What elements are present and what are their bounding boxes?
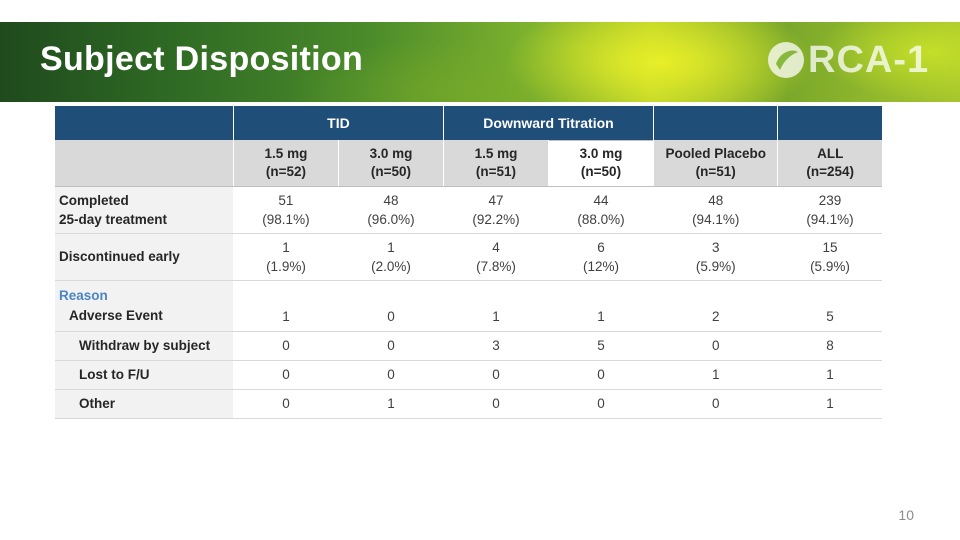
table-cell: 8 xyxy=(777,331,882,361)
table-cell: 3 xyxy=(443,331,549,361)
table-row-other: Other 0 1 0 0 0 1 xyxy=(55,389,882,419)
table-cell: 47 (92.2%) xyxy=(443,186,549,234)
dose-header: 1.5 mg (n=52) xyxy=(233,140,339,187)
table-cell: 6 (12%) xyxy=(548,233,654,281)
table-cell: 1 xyxy=(777,389,882,419)
table-cell: 1 xyxy=(338,389,444,419)
dose-header-empty xyxy=(55,140,234,187)
slide-title: Subject Disposition xyxy=(40,40,364,78)
table-row-adverse-event: Reason Adverse Event 1 0 1 1 2 5 xyxy=(55,280,882,332)
table-cell: 48 (94.1%) xyxy=(653,186,778,234)
table-cell: 0 xyxy=(548,360,654,390)
header-blank-placebo xyxy=(653,106,779,140)
header-blank-all xyxy=(777,106,882,140)
table-cell: 1 (1.9%) xyxy=(233,233,339,281)
dose-header: Pooled Placebo (n=51) xyxy=(653,140,779,187)
table-cell: 48 (96.0%) xyxy=(338,186,444,234)
group-header-row: TID Downward Titration xyxy=(55,106,882,140)
logo-text: RCA-1 xyxy=(808,38,930,81)
table-cell: 0 xyxy=(233,389,339,419)
reason-heading: Reason xyxy=(59,287,108,303)
table-cell: 44 (88.0%) xyxy=(548,186,654,234)
table-cell: 0 xyxy=(548,389,654,419)
header-tid: TID xyxy=(233,106,444,140)
dose-header: 1.5 mg (n=51) xyxy=(443,140,549,187)
table-cell: 1 xyxy=(653,360,778,390)
table-row-lost: Lost to F/U 0 0 0 0 1 1 xyxy=(55,360,882,390)
table-cell: 0 xyxy=(443,360,549,390)
table-cell: 0 xyxy=(338,331,444,361)
orca-logo: RCA-1 xyxy=(766,38,929,82)
table-cell: 3 (5.9%) xyxy=(653,233,778,281)
dose-header: 3.0 mg (n=50) xyxy=(548,139,655,187)
row-label: Withdraw by subject xyxy=(55,331,234,361)
table-row-withdraw: Withdraw by subject 0 0 3 5 0 8 xyxy=(55,331,882,361)
table-cell: 0 xyxy=(233,331,339,361)
table-cell: 51 (98.1%) xyxy=(233,186,339,234)
table-cell: 1 xyxy=(777,360,882,390)
table-cell: 0 xyxy=(233,360,339,390)
table-cell: 2 xyxy=(653,280,778,332)
dose-header: 3.0 mg (n=50) xyxy=(338,140,444,187)
header-empty xyxy=(55,106,234,140)
table-cell: 1 xyxy=(548,280,654,332)
table-cell: 0 xyxy=(653,389,778,419)
row-label: Discontinued early xyxy=(55,233,234,281)
table-cell: 239 (94.1%) xyxy=(777,186,882,234)
table-cell: 15 (5.9%) xyxy=(777,233,882,281)
table-cell: 5 xyxy=(548,331,654,361)
row-label: Reason Adverse Event xyxy=(55,280,234,332)
header-downward-titration: Downward Titration xyxy=(443,106,655,140)
table-cell: 0 xyxy=(338,280,444,332)
table-row-completed: Completed 25-day treatment 51 (98.1%) 48 (9… xyxy=(55,186,882,234)
table-cell: 1 xyxy=(443,280,549,332)
row-label: Other xyxy=(55,389,234,419)
table-row-discontinued: Discontinued early 1 (1.9%) 1 (2.0%) 4 (7.8… xyxy=(55,233,882,281)
table-cell: 5 xyxy=(777,280,882,332)
row-label: Completed 25-day treatment xyxy=(55,186,234,234)
table-cell: 1 (2.0%) xyxy=(338,233,444,281)
table-cell: 4 (7.8%) xyxy=(443,233,549,281)
dose-header: ALL (n=254) xyxy=(777,140,882,187)
orca-leaf-icon xyxy=(768,42,804,78)
table-cell: 0 xyxy=(653,331,778,361)
table-cell: 0 xyxy=(443,389,549,419)
table-cell: 1 xyxy=(233,280,339,332)
dose-header-row: 1.5 mg (n=52) 3.0 mg (n=50) 1.5 mg (n=51) 3… xyxy=(55,139,882,187)
page-number: 10 xyxy=(898,507,914,523)
disposition-table: TID Downward Titration 1.5 mg (n=52) 3.0 … xyxy=(55,106,882,419)
table-cell: 0 xyxy=(338,360,444,390)
row-label: Lost to F/U xyxy=(55,360,234,390)
